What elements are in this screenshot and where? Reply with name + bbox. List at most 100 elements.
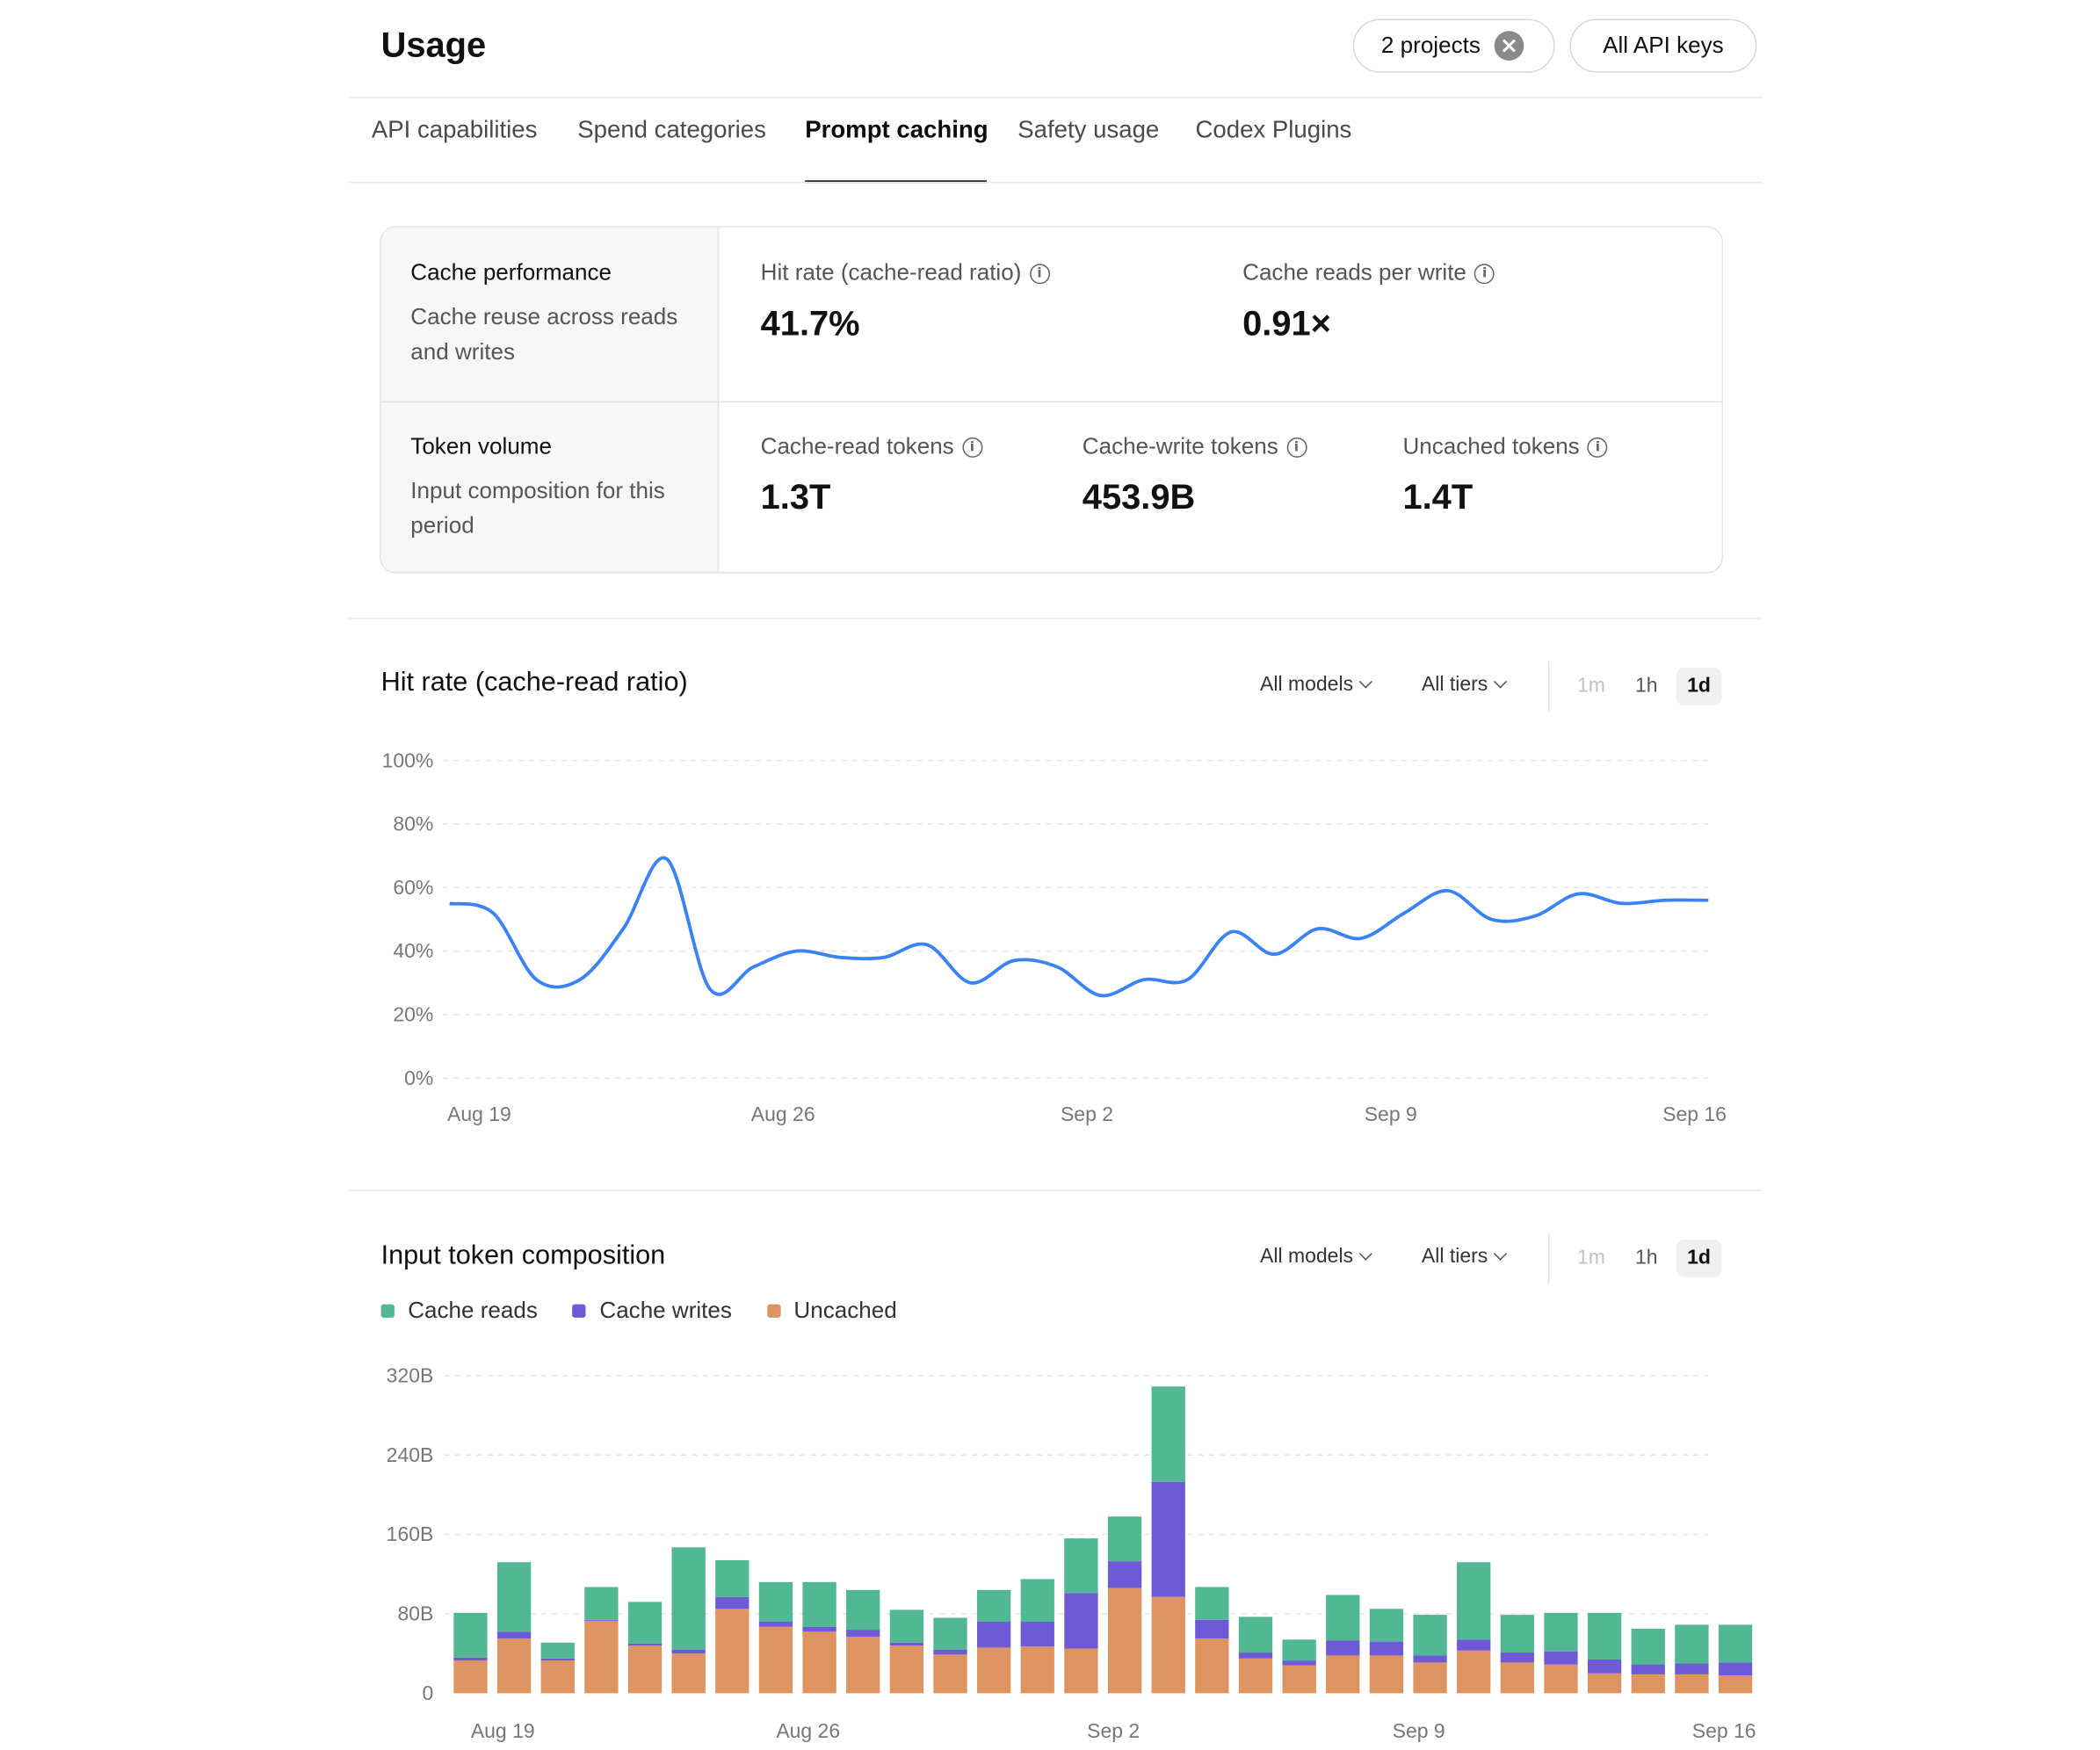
bar-cache-writes bbox=[1239, 1652, 1272, 1659]
bar-cache-reads bbox=[1064, 1538, 1097, 1593]
bar-uncached bbox=[759, 1627, 793, 1694]
bar-uncached bbox=[1195, 1638, 1228, 1693]
bar-cache-writes bbox=[1719, 1662, 1752, 1675]
bar-cache-reads bbox=[1152, 1386, 1185, 1481]
token-volume-title: Token volume bbox=[410, 433, 552, 460]
bar-cache-writes bbox=[1326, 1640, 1359, 1655]
bar-cache-writes bbox=[1282, 1660, 1315, 1666]
bar-uncached bbox=[1152, 1597, 1185, 1694]
tab-spend-categories[interactable]: Spend categories bbox=[577, 116, 766, 144]
bar-cache-writes bbox=[1064, 1593, 1097, 1648]
uncached-tokens-label-text: Uncached tokens bbox=[1402, 433, 1579, 460]
bar-cache-writes bbox=[1108, 1561, 1141, 1588]
bar-uncached bbox=[1370, 1655, 1403, 1693]
bar-cache-reads bbox=[1021, 1579, 1054, 1622]
bar-uncached bbox=[541, 1660, 575, 1693]
legend-cache-reads[interactable]: Cache reads bbox=[381, 1298, 538, 1325]
chevron-down-icon bbox=[1494, 1247, 1507, 1261]
bar-cache-writes bbox=[497, 1631, 531, 1638]
legend-uncached[interactable]: Uncached bbox=[767, 1298, 897, 1325]
info-icon[interactable]: i bbox=[1030, 264, 1050, 284]
cache-performance-title: Cache performance bbox=[410, 260, 612, 287]
granularity-1h[interactable]: 1h bbox=[1624, 668, 1669, 705]
x-tick-label: Sep 9 bbox=[1365, 1103, 1417, 1125]
controls-separator bbox=[1548, 661, 1550, 712]
bar-cache-writes bbox=[1457, 1639, 1490, 1650]
summary-row-divider bbox=[381, 401, 1722, 403]
info-icon[interactable]: i bbox=[962, 437, 982, 457]
cache-summary-card: Cache performance Cache reuse across rea… bbox=[380, 226, 1723, 573]
y-tick-label: 40% bbox=[393, 939, 433, 962]
reads-per-write-label-text: Cache reads per write bbox=[1242, 260, 1466, 287]
y-tick-label: 80% bbox=[393, 813, 433, 835]
info-icon[interactable]: i bbox=[1474, 264, 1495, 284]
section-divider bbox=[349, 1190, 1763, 1191]
bar-cache-writes bbox=[1021, 1622, 1054, 1646]
bar-cache-writes bbox=[933, 1650, 967, 1655]
token-volume-subtitle: Input composition for this period bbox=[410, 474, 693, 544]
granularity-1d[interactable]: 1d bbox=[1676, 1240, 1721, 1277]
bar-uncached bbox=[1021, 1646, 1054, 1693]
x-tick-label: Aug 26 bbox=[751, 1103, 815, 1125]
x-tick-label: Sep 2 bbox=[1087, 1719, 1140, 1742]
controls-separator bbox=[1548, 1233, 1550, 1284]
bar-cache-reads bbox=[628, 1602, 662, 1643]
hit-rate-label-text: Hit rate (cache-read ratio) bbox=[761, 260, 1022, 287]
bar-cache-reads bbox=[1282, 1639, 1315, 1660]
granularity-1d[interactable]: 1d bbox=[1676, 668, 1721, 705]
x-tick-label: Sep 16 bbox=[1692, 1719, 1756, 1742]
tiers-dropdown-label: All tiers bbox=[1422, 673, 1488, 696]
bar-cache-writes bbox=[759, 1622, 793, 1627]
chevron-down-icon bbox=[1359, 1247, 1372, 1261]
y-tick-label: 0 bbox=[423, 1681, 434, 1704]
bar-cache-reads bbox=[453, 1613, 487, 1658]
y-tick-label: 320B bbox=[387, 1363, 434, 1386]
y-tick-label: 60% bbox=[393, 876, 433, 899]
legend-cache-writes[interactable]: Cache writes bbox=[573, 1298, 732, 1325]
tab-codex-plugins[interactable]: Codex Plugins bbox=[1196, 116, 1352, 144]
granularity-1m[interactable]: 1m bbox=[1568, 1240, 1614, 1277]
tab-api-capabilities[interactable]: API capabilities bbox=[372, 116, 538, 144]
bar-uncached bbox=[1719, 1675, 1752, 1693]
tiers-dropdown[interactable]: All tiers bbox=[1422, 673, 1505, 696]
legend-swatch bbox=[767, 1305, 780, 1318]
projects-filter[interactable]: 2 projects bbox=[1353, 18, 1555, 72]
hit-rate-chart-title: Hit rate (cache-read ratio) bbox=[381, 668, 688, 698]
granularity-1h[interactable]: 1h bbox=[1624, 1240, 1669, 1277]
bar-cache-reads bbox=[759, 1582, 793, 1622]
bar-uncached bbox=[1632, 1674, 1665, 1693]
bar-uncached bbox=[1239, 1659, 1272, 1694]
bar-uncached bbox=[1413, 1662, 1446, 1693]
info-icon[interactable]: i bbox=[1286, 437, 1307, 457]
cache-read-tokens-label-text: Cache-read tokens bbox=[761, 433, 954, 460]
bar-cache-reads bbox=[1326, 1595, 1359, 1641]
legend-label: Cache writes bbox=[599, 1298, 732, 1325]
chevron-down-icon bbox=[1494, 675, 1507, 688]
tab-prompt-caching[interactable]: Prompt caching bbox=[805, 116, 988, 144]
api-keys-filter[interactable]: All API keys bbox=[1569, 18, 1756, 72]
models-dropdown[interactable]: All models bbox=[1260, 673, 1371, 696]
granularity-1m[interactable]: 1m bbox=[1568, 668, 1614, 705]
bar-uncached bbox=[453, 1660, 487, 1693]
bar-cache-reads bbox=[672, 1547, 706, 1649]
y-tick-label: 20% bbox=[393, 1003, 433, 1026]
page-title: Usage bbox=[381, 25, 487, 66]
bar-cache-reads bbox=[1632, 1629, 1665, 1665]
tiers-dropdown-label: All tiers bbox=[1422, 1245, 1488, 1268]
projects-filter-label: 2 projects bbox=[1381, 33, 1481, 60]
bar-uncached bbox=[977, 1647, 1010, 1693]
bar-cache-reads bbox=[802, 1582, 836, 1627]
y-tick-label: 160B bbox=[387, 1522, 434, 1545]
bar-cache-writes bbox=[672, 1650, 706, 1654]
clear-filter-icon[interactable] bbox=[1494, 31, 1524, 61]
reads-per-write-value: 0.91× bbox=[1242, 303, 1331, 344]
bar-cache-writes bbox=[1152, 1482, 1185, 1597]
info-icon[interactable]: i bbox=[1588, 437, 1608, 457]
y-tick-label: 240B bbox=[387, 1443, 434, 1466]
bar-uncached bbox=[628, 1645, 662, 1693]
header-divider bbox=[349, 97, 1763, 98]
tiers-dropdown[interactable]: All tiers bbox=[1422, 1245, 1505, 1268]
bar-cache-reads bbox=[1544, 1613, 1577, 1652]
models-dropdown[interactable]: All models bbox=[1260, 1245, 1371, 1268]
tab-safety-usage[interactable]: Safety usage bbox=[1017, 116, 1159, 144]
